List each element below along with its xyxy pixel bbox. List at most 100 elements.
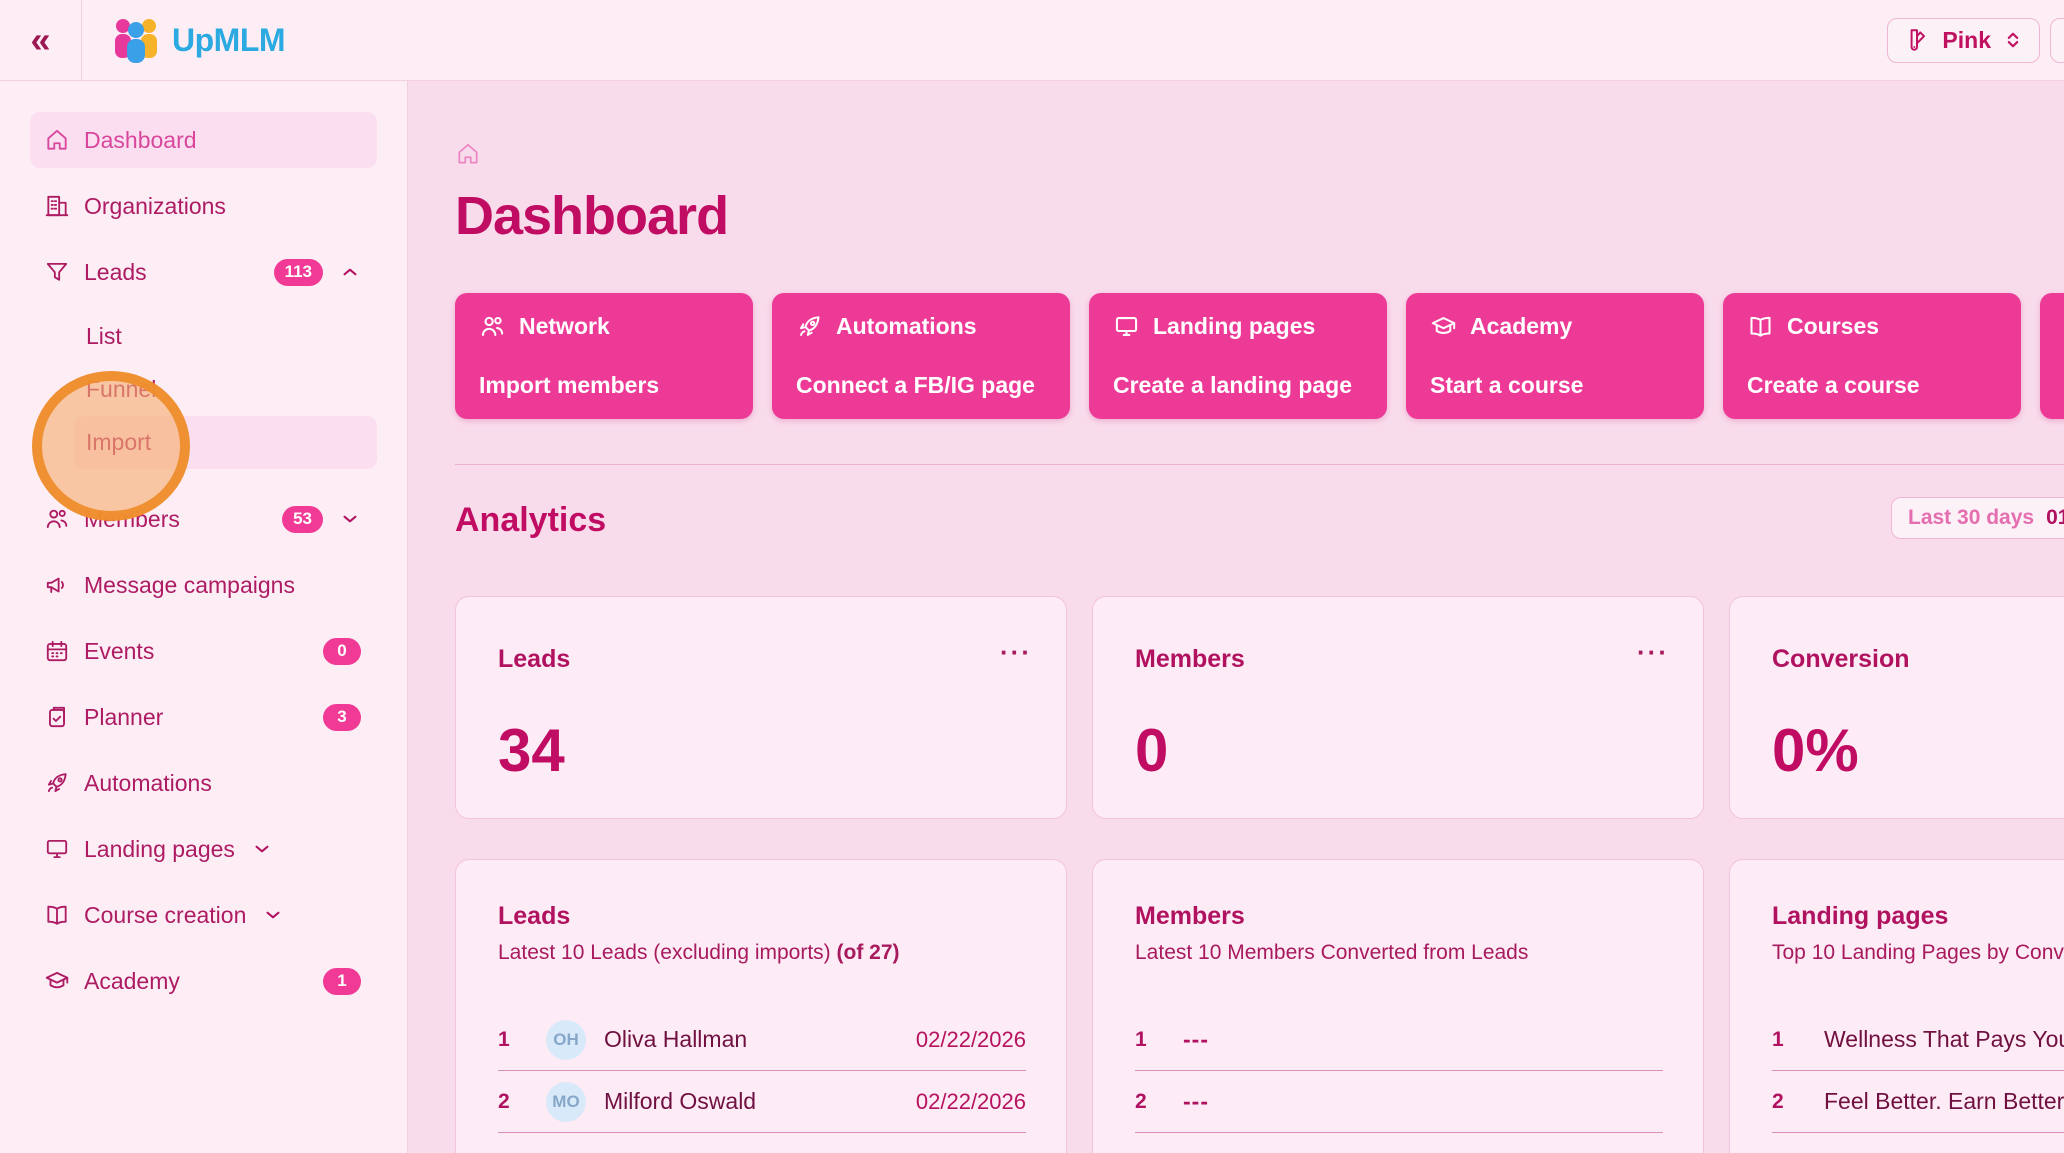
book-icon — [44, 902, 70, 928]
stat-card-members: Members ··· 0 — [1092, 596, 1704, 819]
sidebar-item-label: Landing pages — [84, 835, 235, 862]
updown-chevrons-icon — [2003, 29, 2023, 51]
sidebar-item-label: Organizations — [84, 192, 226, 219]
sidebar-nav: Dashboard Organizations Leads 113 List F… — [0, 81, 408, 1153]
lead-name: Oliva Hallman — [604, 1026, 748, 1052]
landing-page-row[interactable]: 1 Wellness That Pays You Back — [1772, 1009, 2064, 1071]
leads-count-badge: 113 — [273, 258, 323, 286]
member-row[interactable]: 1 --- — [1135, 1009, 1663, 1071]
top-header: « UpMLM Pink — [0, 0, 2064, 81]
sidebar-item-landing-pages[interactable]: Landing pages — [30, 821, 377, 877]
ellipsis-menu-icon[interactable]: ··· — [1637, 637, 1669, 667]
sidebar-subitem-funnel[interactable]: Funnel — [74, 363, 377, 416]
stat-value: 34 — [498, 717, 565, 784]
lead-row[interactable]: 1 OH Oliva Hallman 02/22/2026 — [498, 1009, 1026, 1071]
member-name: --- — [1183, 1026, 1209, 1052]
date-range-filter[interactable]: Last 30 days 01/2 — [1891, 497, 2064, 539]
sidebar-item-label: Planner — [84, 703, 164, 730]
chevron-down-icon[interactable] — [339, 508, 361, 530]
stats-row: Leads ··· 34 Members ··· 0 Conversion 0% — [455, 596, 2064, 819]
sidebar-item-course-creation[interactable]: Course creation — [30, 887, 377, 943]
section-divider — [455, 464, 2064, 465]
sidebar-item-academy[interactable]: Academy 1 — [30, 953, 377, 1009]
quick-action-courses[interactable]: Courses Create a course — [1723, 293, 2021, 419]
chevron-down-icon[interactable] — [251, 838, 273, 860]
funnel-icon — [44, 259, 70, 285]
row-index: 1 — [498, 1027, 510, 1051]
sidebar-item-leads[interactable]: Leads 113 — [30, 244, 377, 300]
chevrons-left-icon: « — [30, 19, 51, 60]
sidebar-item-label: Events — [84, 637, 155, 664]
sidebar-item-members[interactable]: Members 53 — [30, 491, 377, 547]
sidebar-item-label: Members — [84, 505, 180, 532]
sidebar-item-dashboard[interactable]: Dashboard — [30, 112, 377, 168]
sidebar-subitem-label: Import — [86, 429, 152, 455]
home-icon — [44, 127, 70, 153]
list-subtitle-count: (of 27) — [836, 941, 900, 964]
quick-action-subtitle: Import members — [479, 372, 660, 398]
landing-page-row[interactable]: 2 Feel Better. Earn Better. — [1772, 1071, 2064, 1133]
sidebar-subitem-label: List — [86, 323, 122, 349]
rocket-icon — [44, 770, 70, 796]
sidebar-item-planner[interactable]: Planner 3 — [30, 689, 377, 745]
theme-selector-label: Pink — [1942, 26, 1991, 53]
quick-action-label: Academy — [1470, 313, 1573, 339]
list-subtitle: Latest 10 Leads (excluding imports) (of … — [498, 941, 1026, 965]
partial-header-button[interactable] — [2050, 17, 2064, 63]
landing-page-name: Wellness That Pays You Back — [1824, 1026, 2064, 1052]
quick-action-subtitle: Create a landing page — [1113, 372, 1353, 398]
leads-subnav: List Funnel Import — [30, 310, 377, 469]
member-row[interactable]: 2 --- — [1135, 1071, 1663, 1133]
quick-action-network[interactable]: Network Import members — [455, 293, 753, 419]
date-range-value: 01/2 — [2046, 506, 2064, 529]
list-title: Leads — [498, 902, 571, 930]
sidebar-item-label: Academy — [84, 967, 180, 994]
leads-list-card: Leads Latest 10 Leads (excluding imports… — [455, 859, 1067, 1153]
building-icon — [44, 193, 70, 219]
app-logo: UpMLM — [110, 17, 286, 63]
row-index: 1 — [1772, 1027, 1784, 1051]
sidebar-item-automations[interactable]: Automations — [30, 755, 377, 811]
quick-action-label: Network — [519, 313, 610, 339]
sidebar-item-organizations[interactable]: Organizations — [30, 178, 377, 234]
quick-action-subtitle: Connect a FB/IG page — [796, 372, 1035, 398]
quick-action-subtitle: Create a course — [1747, 372, 1920, 398]
lead-name: Milford Oswald — [604, 1088, 757, 1114]
calendar-icon — [44, 638, 70, 664]
row-index: 2 — [1135, 1089, 1147, 1113]
quick-action-academy[interactable]: Academy Start a course — [1406, 293, 1704, 419]
logo-people-icon — [110, 17, 162, 63]
breadcrumb-home-icon[interactable] — [455, 141, 481, 167]
sidebar-item-events[interactable]: Events 0 — [30, 623, 377, 679]
graduation-cap-icon — [44, 968, 70, 994]
ellipsis-menu-icon[interactable]: ··· — [1000, 637, 1032, 667]
sidebar-subitem-import[interactable]: Import — [74, 416, 377, 469]
quick-action-label: Landing pages — [1153, 313, 1316, 339]
sidebar-item-message-campaigns[interactable]: Message campaigns — [30, 557, 377, 613]
academy-count-badge: 1 — [323, 967, 361, 995]
people-icon — [479, 313, 506, 340]
graduation-cap-icon — [1430, 313, 1457, 340]
landing-page-name: Feel Better. Earn Better. — [1824, 1088, 2064, 1114]
list-subtitle: Latest 10 Members Converted from Leads — [1135, 941, 1529, 964]
lead-row[interactable]: 2 MO Milford Oswald 02/22/2026 — [498, 1071, 1026, 1133]
sidebar-collapse-button[interactable]: « — [0, 0, 82, 80]
megaphone-icon — [44, 572, 70, 598]
quick-action-landing-pages[interactable]: Landing pages Create a landing page — [1089, 293, 1387, 419]
chevron-down-icon[interactable] — [262, 904, 284, 926]
quick-action-automations[interactable]: Automations Connect a FB/IG page — [772, 293, 1070, 419]
chevron-up-icon[interactable] — [339, 261, 361, 283]
stat-title: Conversion — [1772, 645, 1910, 673]
sidebar-item-label: Leads — [84, 258, 147, 285]
lead-date: 02/22/2026 — [915, 1088, 1026, 1114]
quick-action-label: Courses — [1787, 313, 1880, 339]
analytics-title: Analytics — [455, 501, 607, 539]
lead-date: 02/22/2026 — [915, 1026, 1026, 1052]
stat-value: 0 — [1135, 717, 1169, 784]
quick-action-subtitle: Start a course — [1430, 372, 1584, 398]
sidebar-item-label: Dashboard — [84, 126, 197, 153]
monitor-icon — [44, 836, 70, 862]
sidebar-subitem-list[interactable]: List — [74, 310, 377, 363]
quick-action-partial[interactable]: C — [2040, 293, 2064, 419]
theme-selector-button[interactable]: Pink — [1887, 17, 2040, 63]
